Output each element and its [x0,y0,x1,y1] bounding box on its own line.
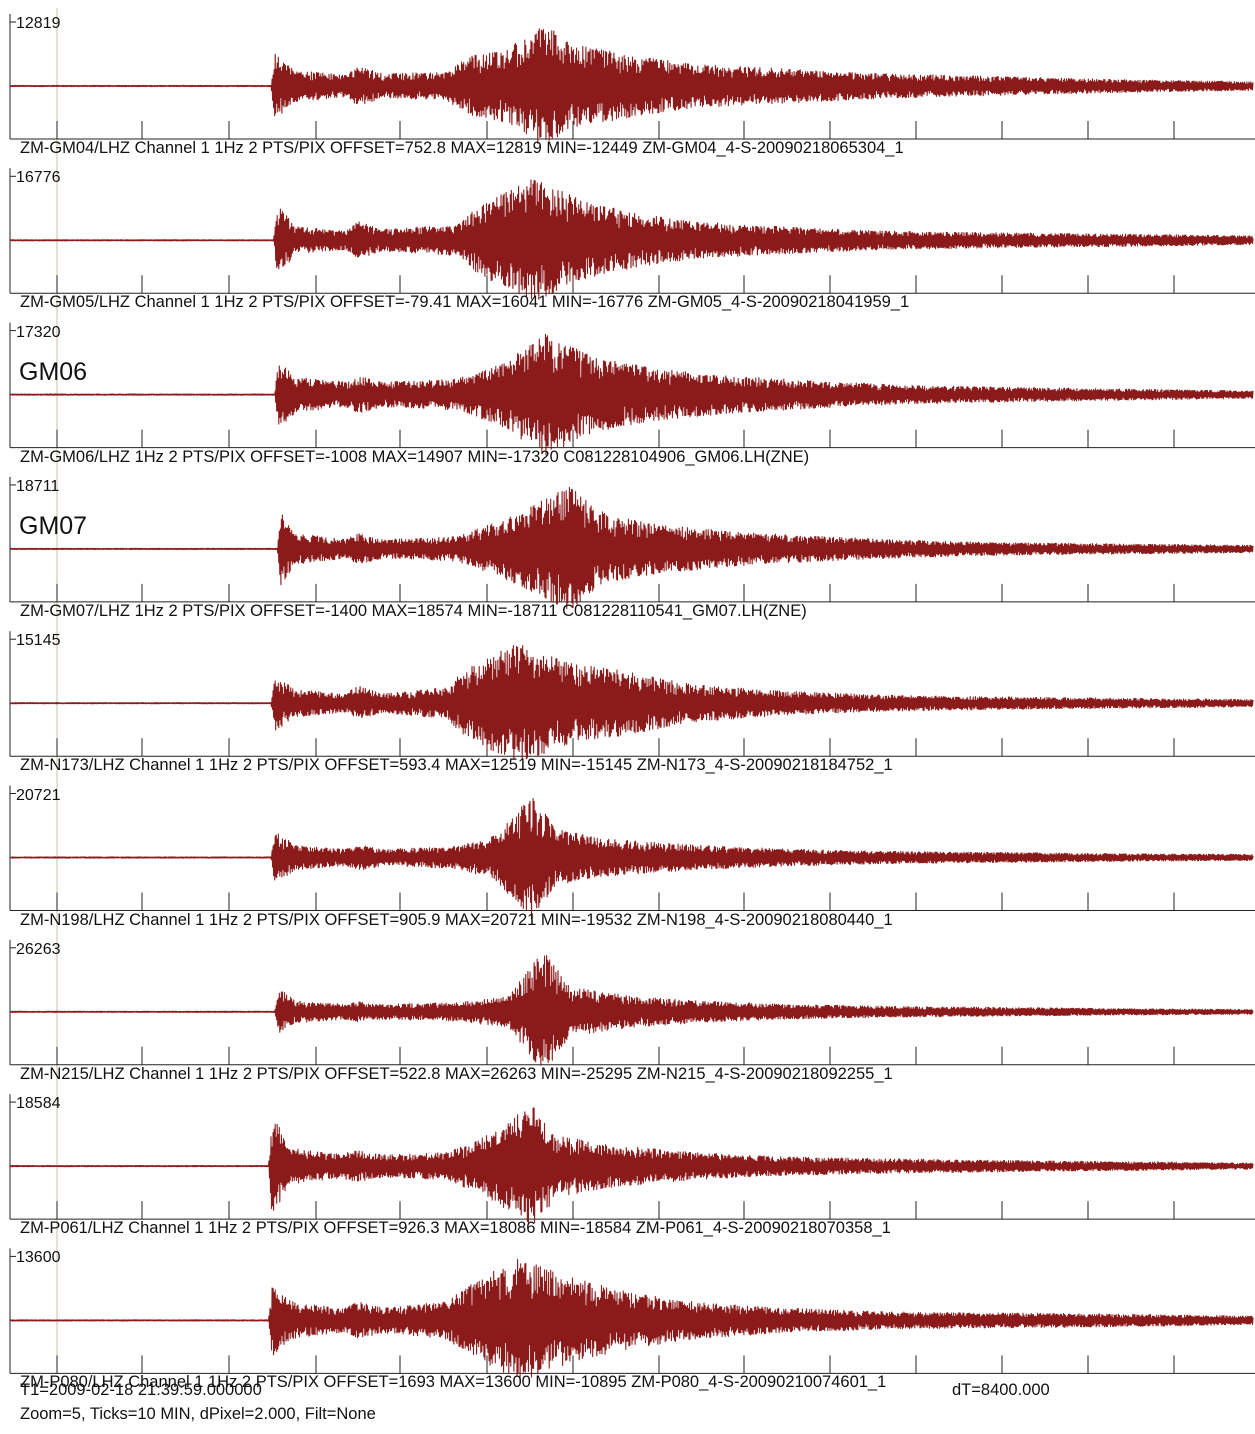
waveform-trace [9,333,1254,456]
trace-peak-label: 26263 [16,940,61,958]
trace-info-label: ZM-GM05/LHZ Channel 1 1Hz 2 PTS/PIX OFFS… [20,293,910,312]
footer-settings: Zoom=5, Ticks=10 MIN, dPixel=2.000, Filt… [20,1405,376,1423]
trace-info-label: ZM-N215/LHZ Channel 1 1Hz 2 PTS/PIX OFFS… [20,1064,893,1083]
trace-peak-label: 18711 [16,477,60,495]
footer-t1: T1=2009-02-18 21:39:59.000000 [20,1381,262,1399]
trace-info-label: ZM-P061/LHZ Channel 1 1Hz 2 PTS/PIX OFFS… [20,1219,891,1238]
trace-peak-label: 15145 [16,632,61,650]
station-tag: GM06 [19,357,88,386]
trace-info-label: ZM-GM06/LHZ 1Hz 2 PTS/PIX OFFSET=-1008 M… [20,447,810,466]
trace-info-label: ZM-GM04/LHZ Channel 1 1Hz 2 PTS/PIX OFFS… [20,139,904,157]
waveform-trace [9,179,1254,300]
trace-info-label: ZM-N173/LHZ Channel 1 1Hz 2 PTS/PIX OFFS… [20,756,893,775]
station-tag: GM07 [19,511,88,540]
trace-info-label: ZM-GM07/LHZ 1Hz 2 PTS/PIX OFFSET=-1400 M… [20,601,807,620]
waveform-trace [9,1107,1254,1224]
trace-peak-label: 13600 [16,1249,61,1267]
waveform-trace [9,645,1254,760]
trace-peak-label: 20721 [16,786,61,804]
waveform-trace [9,28,1254,144]
trace-peak-label: 17320 [16,323,61,341]
trace-peak-label: 16776 [16,169,61,187]
waveform-trace [9,797,1254,920]
trace-info-label: ZM-N198/LHZ Channel 1 1Hz 2 PTS/PIX OFFS… [20,910,893,929]
waveform-trace [9,1258,1254,1378]
waveform-trace [9,486,1254,610]
trace-info-label: ZM-P080/LHZ Channel 1 1Hz 2 PTS/PIX OFFS… [20,1373,887,1392]
trace-peak-label: 18584 [16,1095,61,1113]
footer-dt: dT=8400.000 [952,1381,1050,1399]
trace-peak-label: 12819 [16,15,61,32]
waveform-trace [9,955,1254,1066]
